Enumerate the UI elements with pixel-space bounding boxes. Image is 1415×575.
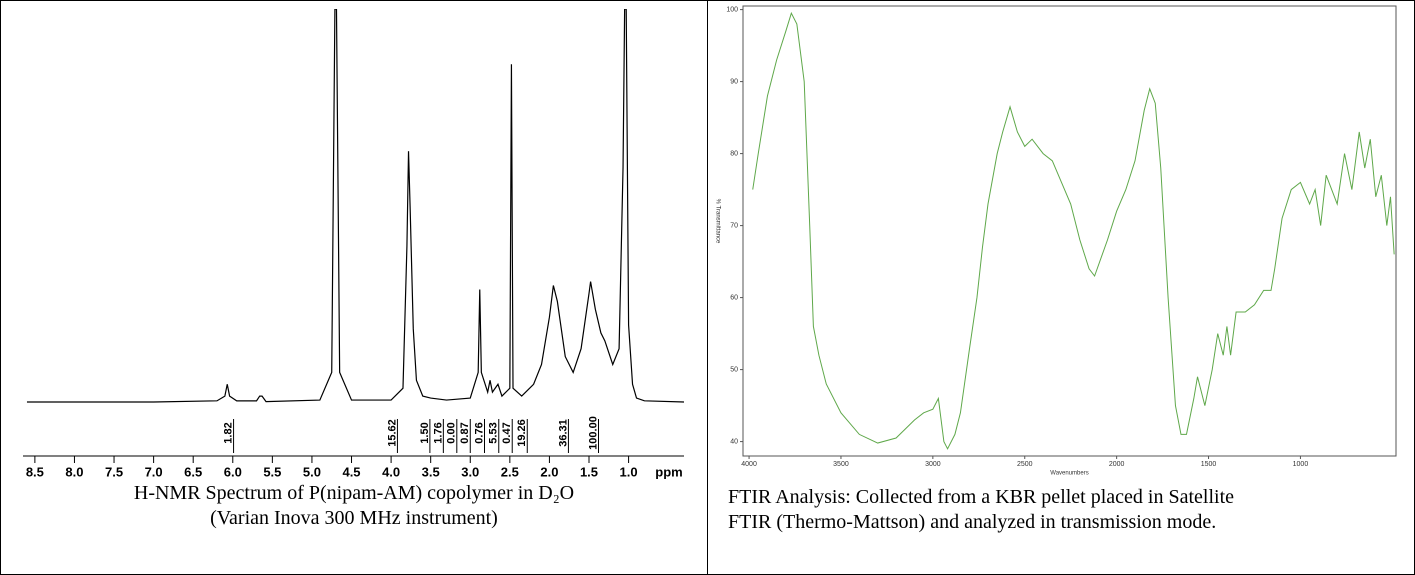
x-tick-label: 4000 — [741, 461, 757, 468]
y-tick-label: 100 — [726, 6, 738, 13]
x-tick-label: 3.5 — [422, 464, 440, 479]
y-tick-label: 50 — [730, 366, 738, 373]
x-tick-label: 2.0 — [540, 464, 558, 479]
x-tick-label: 5.5 — [263, 464, 281, 479]
x-tick-label: 4.0 — [382, 464, 400, 479]
nmr-panel: 1.82 15.62 1.50 1.76 0.00 0.87 0.76 5.53 0.47 19.… — [0, 0, 708, 575]
x-tick-label: 6.5 — [184, 464, 202, 479]
integral-label: 1.76 — [432, 422, 444, 443]
caption-line: (Varian Inova 300 MHz instrument) — [210, 507, 498, 529]
caption-line: H-NMR Spectrum of P(nipam-AM) copolymer … — [133, 482, 575, 504]
y-tick-label: 80 — [730, 150, 738, 157]
x-tick-label: 4.5 — [342, 464, 360, 479]
integral-label: 0.87 — [459, 422, 471, 443]
ftir-panel: 40 50 60 70 80 90 100 4000 3500 3000 2500 2000 1500 1… — [707, 0, 1415, 575]
x-tick-label: 6.0 — [224, 464, 242, 479]
x-tick-label: 8.0 — [65, 464, 83, 479]
x-tick-label: 2.5 — [501, 464, 519, 479]
x-tick-label: 2000 — [1109, 461, 1125, 468]
x-tick-label: 1000 — [1293, 461, 1309, 468]
spectrum-line — [752, 11, 1395, 450]
x-tick-label: 3500 — [833, 461, 849, 468]
integral-label: 100.00 — [587, 416, 599, 450]
y-tick-label: 90 — [730, 78, 738, 85]
ftir-caption: FTIR Analysis: Collected from a KBR pell… — [728, 486, 1235, 533]
x-tick-label: 1.0 — [620, 464, 638, 479]
integral-label: 5.53 — [488, 422, 500, 443]
x-tick-label: 1500 — [1201, 461, 1217, 468]
x-tick-label: 3000 — [925, 461, 941, 468]
x-tick-label: 7.5 — [105, 464, 123, 479]
plot-frame — [742, 5, 1397, 457]
ftir-chart: 40 50 60 70 80 90 100 4000 3500 3000 2500 2000 1500 1… — [714, 5, 1397, 477]
integral-label: 0.47 — [501, 422, 513, 443]
integral-label: 1.82 — [222, 422, 234, 443]
x-tick-label: 1.5 — [580, 464, 598, 479]
x-tick-label: 3.0 — [461, 464, 479, 479]
spectrum-line — [26, 9, 684, 403]
y-tick-label: 40 — [730, 438, 738, 445]
integral-label: 36.31 — [557, 419, 569, 447]
nmr-chart: 1.82 15.62 1.50 1.76 0.00 0.87 0.76 5.53 0.47 19.… — [23, 9, 684, 479]
x-tick-label: 5.0 — [303, 464, 321, 479]
x-tick-label: 8.5 — [26, 464, 44, 479]
integral-label: 0.00 — [446, 422, 458, 443]
x-tick-label: 7.0 — [145, 464, 163, 479]
integral-label: 19.26 — [516, 419, 528, 447]
x-axis-label: Wavenumbers — [1050, 471, 1088, 477]
y-tick-label: 60 — [730, 294, 738, 301]
nmr-caption: H-NMR Spectrum of P(nipam-AM) copolymer … — [1, 481, 707, 531]
y-axis-label: % Transmittance — [714, 199, 720, 244]
y-tick-label: 70 — [730, 222, 738, 229]
x-axis-label: ppm — [655, 464, 682, 479]
x-tick-label: 2500 — [1017, 461, 1033, 468]
integral-label: 1.50 — [419, 422, 431, 443]
integral-label: 0.76 — [473, 422, 485, 443]
integral-label: 15.62 — [386, 419, 398, 447]
